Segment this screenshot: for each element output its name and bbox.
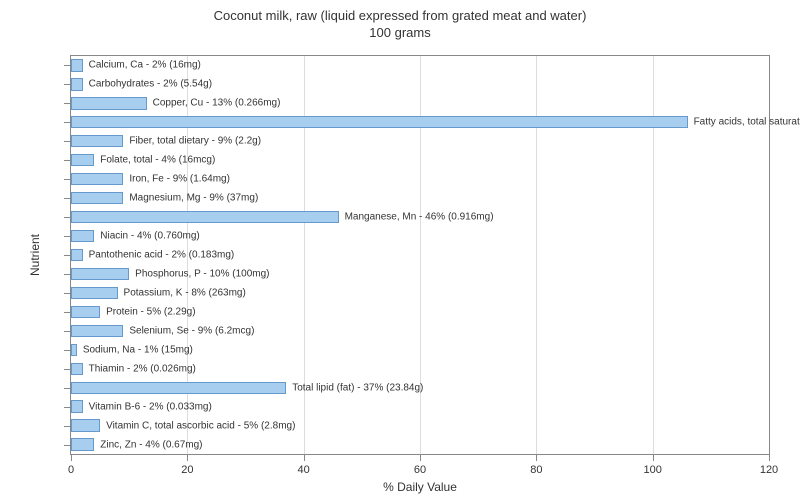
nutrient-bar [71,135,123,147]
y-tick [64,369,70,370]
x-tick-label: 0 [68,464,74,476]
nutrient-bar [71,230,94,242]
nutrient-bar-label: Selenium, Se - 9% (6.2mcg) [129,325,254,336]
plot-area: 020406080100120Calcium, Ca - 2% (16mg)Ca… [70,55,770,455]
nutrient-bar-label: Total lipid (fat) - 37% (23.84g) [292,382,423,393]
nutrient-bar [71,438,94,450]
nutrient-bar [71,400,83,412]
x-tick [187,455,188,461]
nutrient-bar [71,211,339,223]
y-tick [64,388,70,389]
nutrient-bar [71,249,83,261]
chart-title-line2: 100 grams [0,25,800,42]
y-tick [64,331,70,332]
nutrient-bar [71,78,83,90]
x-tick [304,455,305,461]
nutrient-bar-label: Pantothenic acid - 2% (0.183mg) [89,250,235,261]
x-tick-label: 40 [298,464,310,476]
nutrient-bar [71,363,83,375]
y-tick [64,160,70,161]
x-tick-label: 60 [414,464,426,476]
nutrient-bar-label: Manganese, Mn - 46% (0.916mg) [345,212,494,223]
x-tick [71,455,72,461]
y-tick [64,350,70,351]
x-tick [536,455,537,461]
nutrient-bar-label: Fatty acids, total saturated - 106% (21.… [694,117,800,128]
y-tick [64,122,70,123]
y-tick [64,255,70,256]
x-tick-label: 20 [181,464,193,476]
nutrient-bar [71,116,688,128]
x-axis-label: % Daily Value [70,480,770,494]
x-tick-label: 80 [530,464,542,476]
nutrient-bar-label: Thiamin - 2% (0.026mg) [89,363,196,374]
nutrient-bar-label: Iron, Fe - 9% (1.64mg) [129,174,230,185]
y-axis-label: Nutrient [28,234,42,276]
nutrient-bar-label: Protein - 5% (2.29g) [106,306,196,317]
nutrient-bar-label: Niacin - 4% (0.760mg) [100,231,199,242]
nutrient-bar-label: Phosphorus, P - 10% (100mg) [135,268,269,279]
nutrient-bar-label: Vitamin B-6 - 2% (0.033mg) [89,401,212,412]
y-tick [64,217,70,218]
nutrient-bar-label: Magnesium, Mg - 9% (37mg) [129,193,258,204]
nutrient-bar [71,419,100,431]
y-tick [64,293,70,294]
nutrient-bar [71,325,123,337]
y-tick [64,141,70,142]
nutrient-bar [71,192,123,204]
nutrient-bar [71,97,147,109]
nutrient-bar-label: Carbohydrates - 2% (5.54g) [89,79,212,90]
chart-title-line1: Coconut milk, raw (liquid expressed from… [0,8,800,25]
nutrient-bar-label: Vitamin C, total ascorbic acid - 5% (2.8… [106,420,295,431]
y-tick [64,312,70,313]
nutrient-bar-label: Folate, total - 4% (16mcg) [100,155,215,166]
nutrient-bar [71,173,123,185]
nutrient-bar [71,344,77,356]
y-tick [64,236,70,237]
nutrient-bar-label: Calcium, Ca - 2% (16mg) [89,60,201,71]
x-tick-label: 100 [643,464,661,476]
x-tick [420,455,421,461]
y-tick [64,65,70,66]
nutrient-bar-label: Fiber, total dietary - 9% (2.2g) [129,136,261,147]
x-tick [653,455,654,461]
nutrient-bar [71,382,286,394]
nutrient-bar-label: Sodium, Na - 1% (15mg) [83,344,193,355]
y-tick [64,274,70,275]
nutrient-bar [71,268,129,280]
y-tick [64,179,70,180]
y-tick [64,426,70,427]
nutrient-bar [71,287,118,299]
nutrient-chart: Coconut milk, raw (liquid expressed from… [0,0,800,500]
nutrient-bar [71,59,83,71]
x-tick [769,455,770,461]
x-tick-label: 120 [760,464,778,476]
y-axis-label-wrap: Nutrient [14,55,56,455]
nutrient-bar-label: Zinc, Zn - 4% (0.67mg) [100,439,202,450]
y-tick [64,198,70,199]
y-tick [64,407,70,408]
nutrient-bar [71,154,94,166]
chart-title: Coconut milk, raw (liquid expressed from… [0,8,800,42]
nutrient-bar-label: Copper, Cu - 13% (0.266mg) [153,98,281,109]
y-tick [64,84,70,85]
y-tick [64,103,70,104]
y-tick [64,445,70,446]
nutrient-bar-label: Potassium, K - 8% (263mg) [124,287,246,298]
nutrient-bar [71,306,100,318]
